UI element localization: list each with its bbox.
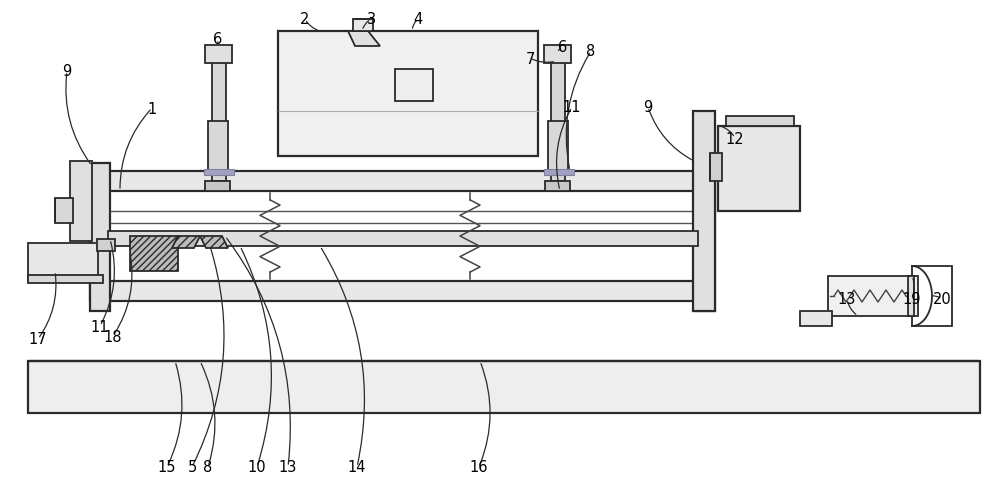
Bar bbox=[908, 277, 914, 316]
Text: 15: 15 bbox=[158, 459, 176, 474]
Text: 9: 9 bbox=[643, 100, 653, 115]
Bar bbox=[693, 112, 715, 312]
Text: 13: 13 bbox=[838, 292, 856, 307]
Text: 17: 17 bbox=[29, 332, 47, 347]
Bar bbox=[718, 127, 800, 211]
Bar bbox=[108, 231, 698, 246]
Text: 8: 8 bbox=[203, 459, 213, 474]
Text: 11: 11 bbox=[91, 319, 109, 334]
Bar bbox=[28, 243, 98, 282]
Bar bbox=[70, 162, 92, 241]
Text: 4: 4 bbox=[413, 13, 423, 28]
Text: 18: 18 bbox=[104, 329, 122, 344]
Bar bbox=[28, 361, 980, 413]
Bar bbox=[90, 172, 705, 191]
Bar bbox=[208, 122, 228, 172]
Text: 14: 14 bbox=[348, 459, 366, 474]
Bar bbox=[97, 239, 115, 252]
Bar bbox=[800, 312, 832, 326]
Bar bbox=[695, 164, 715, 312]
Text: 7: 7 bbox=[525, 52, 535, 66]
Text: 2: 2 bbox=[300, 13, 310, 28]
Text: 12: 12 bbox=[726, 131, 744, 146]
Bar bbox=[545, 182, 570, 191]
Bar bbox=[205, 46, 232, 64]
Text: 3: 3 bbox=[366, 13, 376, 28]
Text: 11: 11 bbox=[563, 100, 581, 115]
Bar bbox=[212, 62, 226, 182]
Polygon shape bbox=[200, 236, 228, 248]
Bar bbox=[912, 267, 952, 326]
Text: 19: 19 bbox=[903, 292, 921, 307]
Polygon shape bbox=[130, 236, 178, 272]
Text: 1: 1 bbox=[147, 101, 157, 116]
Text: 16: 16 bbox=[470, 459, 488, 474]
Bar bbox=[28, 276, 103, 284]
Bar bbox=[55, 198, 73, 223]
Bar bbox=[710, 154, 722, 182]
Text: 10: 10 bbox=[248, 459, 266, 474]
Text: 13: 13 bbox=[279, 459, 297, 474]
Bar bbox=[90, 164, 110, 312]
Bar bbox=[204, 170, 234, 176]
Bar bbox=[544, 46, 571, 64]
Bar bbox=[90, 282, 705, 302]
Bar bbox=[353, 20, 373, 32]
Text: 8: 8 bbox=[586, 45, 596, 60]
Bar bbox=[205, 182, 230, 191]
Polygon shape bbox=[172, 236, 200, 248]
Bar bbox=[278, 32, 538, 157]
Bar bbox=[828, 277, 918, 316]
Bar bbox=[726, 117, 794, 127]
Polygon shape bbox=[348, 32, 380, 47]
Text: 5: 5 bbox=[187, 459, 197, 474]
Bar bbox=[551, 62, 565, 182]
Bar bbox=[395, 70, 433, 102]
Bar bbox=[544, 170, 574, 176]
Text: 9: 9 bbox=[62, 64, 72, 79]
Text: 20: 20 bbox=[933, 292, 951, 307]
Text: 6: 6 bbox=[213, 33, 223, 48]
Bar bbox=[548, 122, 568, 172]
Text: 6: 6 bbox=[558, 41, 568, 56]
